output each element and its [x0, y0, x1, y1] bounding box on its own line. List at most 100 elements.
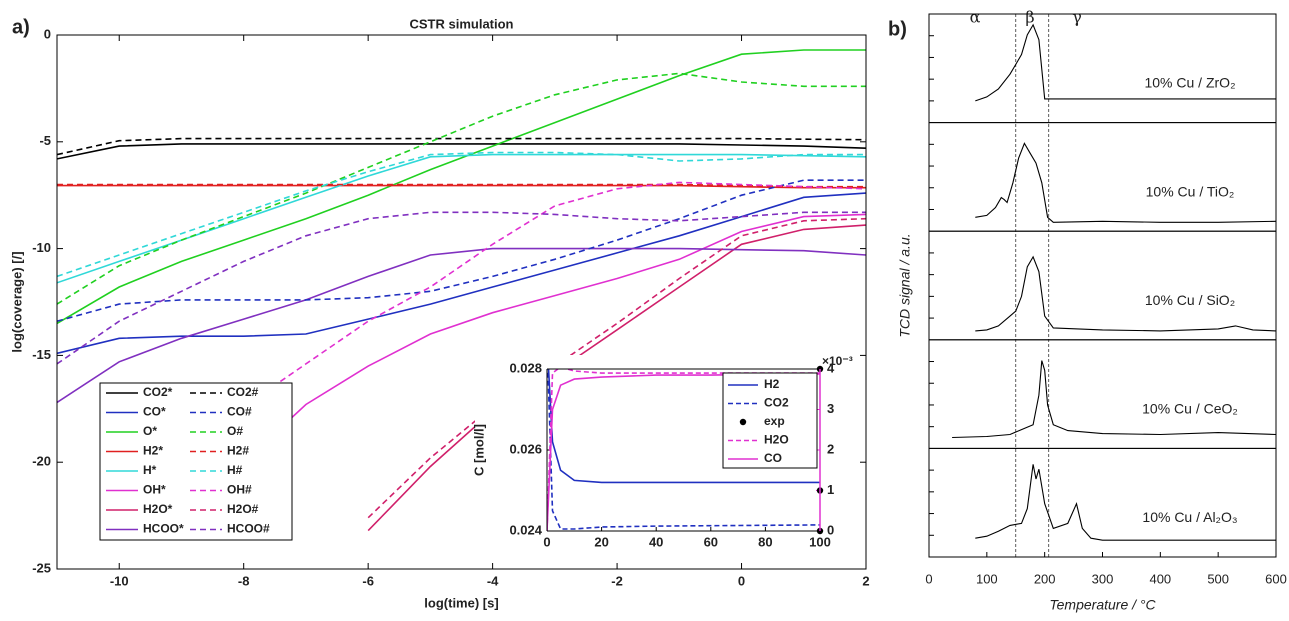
x-tick-label: 600: [1265, 571, 1287, 586]
tcd-trace: [952, 360, 1276, 439]
series-line: [57, 72, 866, 305]
legend-label: HCOO*: [143, 522, 184, 536]
x-axis-label: Temperature / °C: [1049, 597, 1156, 613]
legend-label: CO2#: [227, 385, 259, 399]
panel-sample-label: 10% Cu / TiO₂: [1146, 183, 1235, 199]
series-line: [57, 143, 866, 160]
tcd-trace: [975, 255, 1276, 332]
series-line: [547, 369, 820, 530]
x-tick-label: 0: [925, 571, 932, 586]
panel-sample-label: 10% Cu / CeO₂: [1142, 401, 1238, 417]
legend-label: O#: [227, 424, 243, 438]
series-line: [57, 184, 866, 189]
panel-frame: [928, 13, 1277, 124]
panel-frame: [928, 230, 1277, 341]
legend-box: [99, 382, 293, 541]
x-tick-label: 0: [738, 573, 745, 588]
y-tick-label: -10: [32, 240, 51, 255]
panel-sample-label: 10% Cu / Al₂O₃: [1142, 509, 1237, 525]
series-line: [57, 137, 866, 156]
series-line: [57, 151, 866, 278]
y-axis-label: log(coverage) [/]: [9, 251, 24, 352]
y2-tick-label: 3: [827, 401, 834, 416]
panel-frame: [928, 122, 1277, 232]
y-axis-label: C [mol/l]: [471, 424, 486, 476]
legend-label: O*: [143, 424, 157, 438]
y-tick-label: 0.026: [509, 441, 542, 456]
x-tick-label: 2: [862, 573, 869, 588]
tcd-trace: [975, 464, 1276, 541]
series-line: [57, 183, 866, 188]
y-tick-label: 0.028: [509, 360, 542, 375]
panel-frame: [928, 339, 1277, 449]
legend-label: H2O#: [227, 502, 259, 516]
y2-tick-label: 4: [827, 360, 835, 375]
axes-frame: [56, 34, 867, 570]
legend-label: CO2: [764, 396, 789, 410]
panel-frame: [928, 447, 1277, 558]
legend-label: HCOO#: [227, 522, 270, 536]
y-tick-label: -20: [32, 454, 51, 469]
x-tick-label: -6: [362, 573, 374, 588]
legend-label: H2*: [143, 444, 163, 458]
tcd-trace: [975, 142, 1276, 223]
region-label: β: [1025, 8, 1034, 27]
x-tick-label: -10: [110, 573, 129, 588]
chart-title: CSTR simulation: [409, 16, 513, 31]
legend-label: H#: [227, 463, 243, 477]
tcd-trace: [975, 23, 1276, 102]
x-tick-label: 500: [1207, 571, 1229, 586]
legend-label: OH#: [227, 483, 252, 497]
series-line: [57, 192, 866, 355]
series-line: [367, 217, 866, 519]
series-line: [57, 247, 866, 404]
legend-label: CO*: [143, 405, 166, 419]
y2-tick-label: 1: [827, 482, 834, 497]
legend-label: H2O*: [143, 502, 173, 516]
panel-label: a): [12, 16, 30, 38]
legend-label: CO: [764, 451, 782, 465]
y-tick-label: -5: [39, 133, 51, 148]
panel-sample-label: 10% Cu / SiO₂: [1145, 292, 1235, 308]
region-label: γ: [1072, 8, 1082, 27]
y-tick-label: -25: [32, 560, 51, 575]
panel-sample-label: 10% Cu / ZrO₂: [1144, 75, 1235, 91]
legend-label: H2: [764, 377, 780, 391]
x-tick-label: -2: [611, 573, 623, 588]
x-tick-label: 300: [1092, 571, 1114, 586]
plot-area: [952, 23, 1276, 541]
y-tick-label: 0.024: [509, 522, 542, 537]
region-label: α: [970, 8, 981, 27]
x-tick-label: 200: [1034, 571, 1056, 586]
x-tick-label: 400: [1149, 571, 1171, 586]
y2-multiplier: ×10⁻³: [822, 354, 853, 368]
x-tick-label: -8: [238, 573, 250, 588]
legend-label: H*: [143, 463, 157, 477]
legend-label: CO2*: [143, 385, 173, 399]
panel-label: b): [888, 18, 907, 40]
legend-label: H2O: [764, 433, 789, 447]
legend-swatch: [739, 418, 747, 426]
y-tick-label: 0: [44, 26, 51, 41]
legend-label: OH*: [143, 483, 166, 497]
x-tick-label: 100: [809, 534, 831, 549]
series-line: [180, 213, 866, 527]
y2-tick-label: 2: [827, 441, 834, 456]
x-tick-label: 60: [704, 534, 718, 549]
legend-label: exp: [764, 414, 785, 428]
y2-tick-label: 0: [827, 522, 834, 537]
x-tick-label: 100: [976, 571, 998, 586]
series-line: [367, 224, 866, 532]
x-tick-label: -4: [487, 573, 499, 588]
y-tick-label: -15: [32, 347, 51, 362]
legend-label: H2#: [227, 444, 249, 458]
legend-label: CO#: [227, 405, 252, 419]
y-axis-label: TCD signal / a.u.: [897, 233, 913, 337]
series-line: [547, 369, 820, 484]
legend-box: [722, 372, 818, 469]
series-line: [57, 179, 866, 322]
x-tick-label: 40: [649, 534, 663, 549]
x-tick-label: 80: [758, 534, 772, 549]
x-tick-label: 20: [594, 534, 608, 549]
